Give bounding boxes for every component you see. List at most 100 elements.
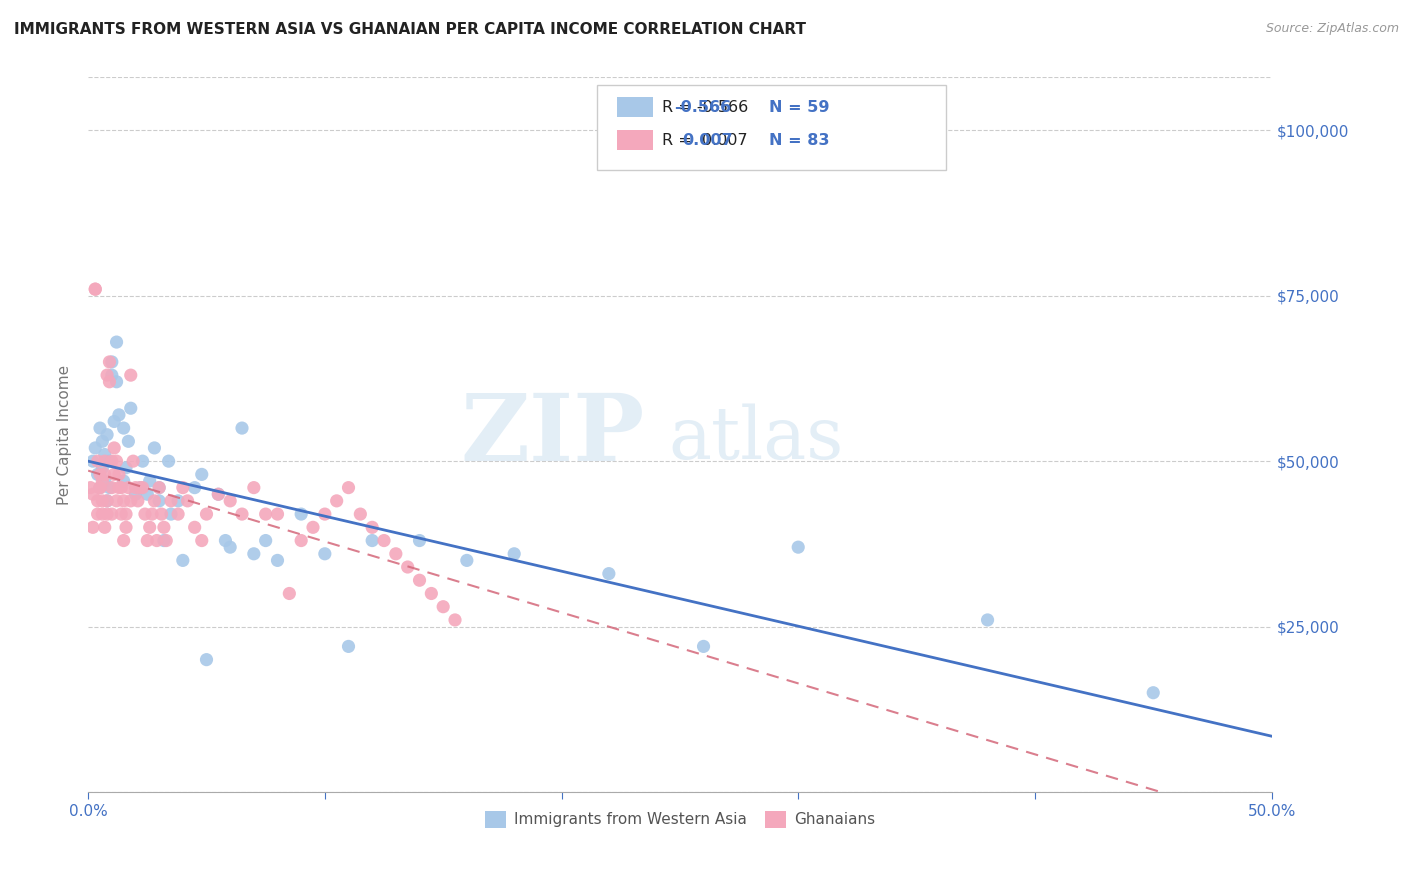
Point bbox=[160, 507, 183, 521]
Point bbox=[84, 282, 107, 296]
Point bbox=[82, 520, 104, 534]
Point bbox=[93, 474, 115, 488]
Text: R = -0.566: R = -0.566 bbox=[662, 100, 748, 115]
Point bbox=[124, 487, 146, 501]
Point bbox=[96, 368, 118, 383]
Point bbox=[290, 507, 312, 521]
Point bbox=[93, 454, 115, 468]
Point bbox=[115, 520, 138, 534]
Point bbox=[148, 481, 170, 495]
Point bbox=[112, 533, 135, 548]
Point bbox=[157, 454, 180, 468]
Point bbox=[82, 487, 104, 501]
Point bbox=[195, 507, 218, 521]
Point bbox=[134, 507, 156, 521]
Point bbox=[127, 494, 149, 508]
Point bbox=[444, 613, 467, 627]
Point bbox=[103, 467, 125, 482]
Point bbox=[93, 448, 115, 462]
Point bbox=[124, 481, 146, 495]
Point bbox=[101, 355, 124, 369]
Point bbox=[219, 494, 242, 508]
Point bbox=[101, 507, 124, 521]
Point bbox=[143, 494, 166, 508]
Point bbox=[98, 481, 121, 495]
Point bbox=[207, 487, 229, 501]
Point bbox=[122, 454, 145, 468]
Point bbox=[91, 460, 114, 475]
Point bbox=[160, 494, 183, 508]
Text: N = 83: N = 83 bbox=[769, 133, 830, 148]
Point bbox=[172, 553, 194, 567]
Point bbox=[373, 533, 395, 548]
Point bbox=[101, 454, 124, 468]
Text: 0.007: 0.007 bbox=[682, 133, 733, 148]
Point bbox=[787, 540, 810, 554]
Point bbox=[96, 494, 118, 508]
Point bbox=[337, 481, 360, 495]
Point bbox=[136, 533, 159, 548]
Point bbox=[183, 520, 205, 534]
Point bbox=[112, 474, 135, 488]
Point bbox=[89, 481, 111, 495]
Point bbox=[195, 653, 218, 667]
Point bbox=[82, 454, 104, 468]
Point bbox=[176, 494, 198, 508]
Point bbox=[86, 507, 108, 521]
Point bbox=[167, 494, 190, 508]
Point bbox=[408, 533, 430, 548]
Point bbox=[146, 533, 169, 548]
Point bbox=[266, 507, 288, 521]
Point bbox=[89, 481, 111, 495]
Point bbox=[84, 441, 107, 455]
Point bbox=[266, 553, 288, 567]
Point bbox=[96, 507, 118, 521]
Point bbox=[361, 533, 384, 548]
Point bbox=[86, 467, 108, 482]
Point bbox=[120, 494, 142, 508]
Point bbox=[120, 368, 142, 383]
Point bbox=[432, 599, 454, 614]
Point bbox=[117, 481, 139, 495]
Point bbox=[214, 533, 236, 548]
Point bbox=[91, 494, 114, 508]
Text: atlas: atlas bbox=[668, 403, 844, 474]
Point bbox=[89, 421, 111, 435]
Point bbox=[420, 586, 443, 600]
Point bbox=[117, 434, 139, 449]
Point bbox=[98, 355, 121, 369]
Point bbox=[503, 547, 526, 561]
Point bbox=[105, 334, 128, 349]
Point bbox=[96, 427, 118, 442]
Point bbox=[86, 454, 108, 468]
Point bbox=[98, 375, 121, 389]
Point bbox=[101, 368, 124, 383]
Point bbox=[131, 481, 153, 495]
Point bbox=[89, 467, 111, 482]
Point bbox=[108, 467, 131, 482]
Point bbox=[105, 375, 128, 389]
Point bbox=[91, 507, 114, 521]
Point bbox=[408, 574, 430, 588]
Y-axis label: Per Capita Income: Per Capita Income bbox=[58, 365, 72, 505]
Point bbox=[456, 553, 478, 567]
Point bbox=[91, 474, 114, 488]
Point bbox=[207, 487, 229, 501]
Point bbox=[110, 507, 132, 521]
Point bbox=[103, 414, 125, 428]
Point bbox=[191, 533, 214, 548]
Point bbox=[219, 540, 242, 554]
Point bbox=[115, 507, 138, 521]
Point bbox=[254, 533, 277, 548]
Point bbox=[231, 507, 253, 521]
Point bbox=[976, 613, 998, 627]
Point bbox=[91, 434, 114, 449]
Text: -0.566: -0.566 bbox=[673, 100, 731, 115]
Point bbox=[243, 547, 266, 561]
Point bbox=[349, 507, 371, 521]
Point bbox=[110, 481, 132, 495]
Point bbox=[108, 408, 131, 422]
Bar bbox=[617, 130, 652, 151]
Point bbox=[129, 481, 152, 495]
Point bbox=[93, 467, 115, 482]
